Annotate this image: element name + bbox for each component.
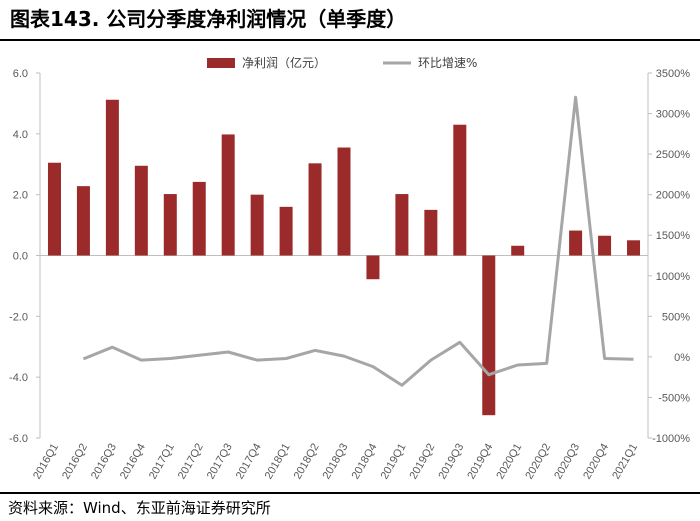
x-tick-label: 2017Q3: [205, 442, 235, 482]
x-tick-label: 2018Q1: [263, 442, 293, 482]
x-tick-label: 2021Q1: [610, 442, 640, 482]
bar-2019Q4: [482, 255, 496, 416]
bar-2018Q1: [279, 206, 293, 256]
bar-2019Q3: [453, 124, 467, 256]
left-tick-label: -4.0: [9, 372, 28, 384]
bar-2020Q3: [569, 230, 583, 256]
bar-2017Q4: [250, 194, 264, 256]
right-tick-label: 2000%: [656, 190, 690, 202]
title-divider: [0, 39, 700, 41]
x-tick-label: 2020Q2: [523, 442, 553, 482]
x-tick-label: 2018Q4: [350, 442, 380, 482]
bar-2020Q1: [511, 245, 525, 256]
x-tick-label: 2018Q2: [292, 442, 322, 482]
right-tick-label: -500%: [658, 392, 690, 404]
right-tick-label: -1000%: [652, 433, 690, 445]
x-tick-label: 2019Q4: [465, 442, 495, 482]
qoq-growth-line: [82, 95, 634, 387]
bar-2018Q2: [308, 163, 322, 256]
right-axis: 3500% 3000% 2500% 2000% 1500% 1000% 500% 0% -500…: [648, 68, 690, 445]
page-title: 图表143. 公司分季度净利润情况（单季度）: [10, 7, 407, 31]
source-divider: [0, 492, 700, 494]
legend-label-net-profit: 净利润（亿元）: [242, 55, 326, 70]
x-axis: 2016Q12016Q22016Q32016Q42017Q12017Q22017…: [31, 442, 640, 482]
right-tick-label: 3500%: [656, 68, 690, 80]
x-tick-label: 2019Q3: [436, 442, 466, 482]
x-tick-label: 2020Q4: [581, 442, 611, 482]
x-tick-label: 2016Q1: [31, 442, 61, 482]
x-tick-label: 2017Q2: [176, 442, 206, 482]
left-tick-label: -6.0: [9, 433, 28, 445]
left-axis: 6.0 4.0 2.0 0.0 -2.0 -4.0 -6.0: [9, 68, 40, 445]
bar-2017Q3: [221, 134, 235, 256]
x-tick-label: 2017Q1: [147, 442, 177, 482]
legend: 净利润（亿元） 环比增速%: [207, 55, 477, 70]
left-tick-label: 0.0: [13, 251, 28, 263]
right-tick-label: 1000%: [656, 271, 690, 283]
bar-2016Q4: [134, 165, 148, 256]
x-tick-label: 2016Q2: [60, 442, 90, 482]
bar-2020Q4: [598, 235, 612, 256]
right-tick-label: 500%: [662, 311, 690, 323]
x-tick-label: 2018Q3: [321, 442, 351, 482]
source-note: 资料来源：Wind、东亚前海证券研究所: [8, 499, 271, 517]
line-series: [82, 95, 634, 387]
left-tick-label: 6.0: [13, 68, 28, 80]
bar-2017Q2: [192, 181, 206, 256]
right-tick-label: 3000%: [656, 109, 690, 121]
legend-label-qoq-growth: 环比增速%: [418, 56, 477, 70]
bar-2016Q1: [47, 162, 61, 256]
bar-series: [47, 99, 641, 416]
left-tick-label: 2.0: [13, 190, 28, 202]
bar-2019Q2: [424, 209, 438, 256]
x-tick-label: 2016Q4: [118, 442, 148, 482]
bar-2016Q2: [76, 186, 90, 256]
x-tick-label: 2019Q1: [379, 442, 409, 482]
profit-chart: 6.0 4.0 2.0 0.0 -2.0 -4.0 -6.0 3500% 3000% 2500%…: [9, 55, 690, 482]
x-tick-label: 2017Q4: [234, 442, 264, 482]
bar-2017Q1: [163, 194, 177, 256]
right-tick-label: 2500%: [656, 149, 690, 161]
x-tick-label: 2020Q1: [494, 442, 524, 482]
bar-2018Q4: [366, 255, 380, 280]
left-tick-label: 4.0: [13, 129, 28, 141]
x-tick-label: 2019Q2: [407, 442, 437, 482]
right-tick-label: 0%: [674, 352, 690, 364]
x-tick-label: 2016Q3: [89, 442, 119, 482]
left-tick-label: -2.0: [9, 311, 28, 323]
bar-2021Q1: [627, 240, 641, 256]
x-tick-label: 2020Q3: [552, 442, 582, 482]
bar-2018Q3: [337, 147, 351, 256]
right-tick-label: 1500%: [656, 230, 690, 242]
bar-2019Q1: [395, 194, 409, 256]
bar-2016Q3: [105, 99, 119, 256]
legend-swatch-net-profit: [207, 58, 235, 68]
